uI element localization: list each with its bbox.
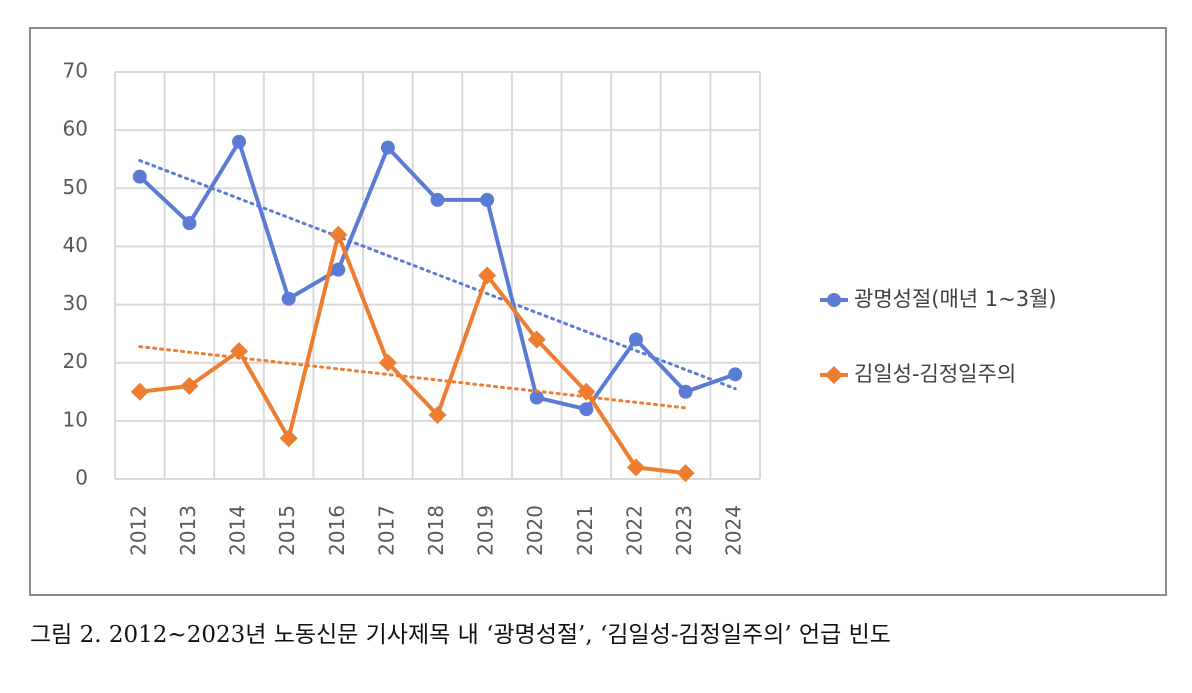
- y-tick-label: 40: [63, 233, 88, 257]
- point: [329, 225, 348, 244]
- x-tick-label: 2017: [374, 505, 398, 556]
- x-tick-label: 2023: [672, 505, 696, 556]
- point: [132, 169, 147, 184]
- y-tick-label: 0: [75, 466, 88, 490]
- point: [232, 134, 247, 149]
- point: [279, 429, 298, 448]
- point: [430, 192, 445, 207]
- y-tick-label: 60: [63, 117, 88, 141]
- point: [182, 216, 197, 231]
- x-tick-label: 2024: [722, 505, 746, 556]
- x-tick-label: 2014: [226, 505, 250, 556]
- x-tick-label: 2019: [474, 505, 498, 556]
- point: [380, 140, 395, 155]
- point: [281, 291, 296, 306]
- point: [529, 390, 544, 405]
- legend-marker: [827, 293, 841, 307]
- y-tick-label: 30: [63, 291, 88, 315]
- chart-border: [29, 27, 1167, 596]
- x-tick-label: 2022: [622, 505, 646, 556]
- point: [331, 262, 346, 277]
- legend-marker: [825, 366, 843, 384]
- point: [527, 330, 546, 349]
- x-tick-label: 2012: [126, 505, 150, 556]
- legend-label: 김일성-김정일주의: [854, 362, 1016, 386]
- x-tick-label: 2016: [325, 505, 349, 556]
- legend-item: 김일성-김정일주의: [820, 362, 1016, 386]
- y-tick-label: 50: [63, 175, 88, 199]
- point: [480, 192, 495, 207]
- point: [577, 382, 596, 401]
- x-tick-label: 2013: [176, 505, 200, 556]
- y-tick-label: 20: [63, 349, 88, 373]
- legend-label: 광명성절(매년 1~3월): [854, 287, 1057, 311]
- point: [678, 384, 693, 399]
- point: [626, 458, 645, 477]
- point: [230, 342, 249, 361]
- y-tick-label: 10: [63, 407, 88, 431]
- x-tick-label: 2015: [275, 505, 299, 556]
- legend-item: 광명성절(매년 1~3월): [820, 287, 1057, 311]
- x-tick-label: 2018: [424, 505, 448, 556]
- caption: 그림 2. 2012~2023년 노동신문 기사제목 내 ‘광명성절’, ‘김일…: [30, 622, 891, 648]
- point: [676, 464, 695, 483]
- x-tick-label: 2020: [523, 505, 547, 556]
- point: [130, 382, 149, 401]
- x-tick-label: 2021: [573, 505, 597, 556]
- point: [628, 332, 643, 347]
- series-line: [139, 232, 686, 476]
- y-tick-label: 70: [63, 59, 88, 83]
- point: [180, 376, 199, 395]
- point: [579, 402, 594, 417]
- trend-line: [138, 159, 737, 391]
- point: [428, 406, 447, 425]
- point: [728, 367, 743, 382]
- point: [378, 353, 397, 372]
- point: [478, 266, 497, 285]
